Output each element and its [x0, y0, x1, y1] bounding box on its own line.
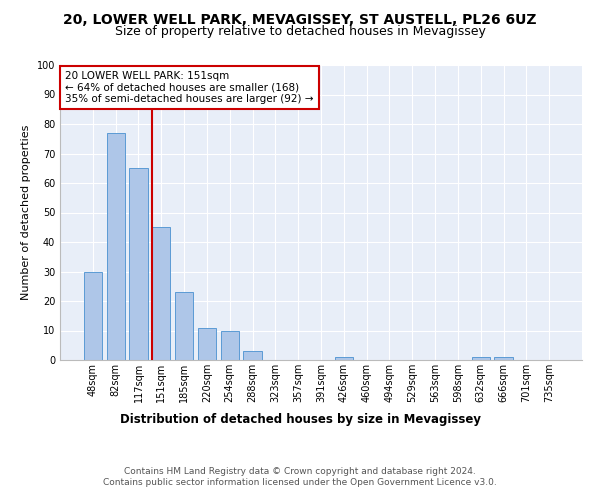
Bar — [84, 272, 102, 360]
Bar — [130, 168, 148, 360]
Bar — [494, 357, 512, 360]
Bar — [198, 328, 216, 360]
Bar — [152, 227, 170, 360]
Bar — [175, 292, 193, 360]
Bar — [335, 357, 353, 360]
Text: 20, LOWER WELL PARK, MEVAGISSEY, ST AUSTELL, PL26 6UZ: 20, LOWER WELL PARK, MEVAGISSEY, ST AUST… — [63, 12, 537, 26]
Text: Distribution of detached houses by size in Mevagissey: Distribution of detached houses by size … — [119, 412, 481, 426]
Bar — [244, 351, 262, 360]
Bar — [107, 133, 125, 360]
Text: Contains HM Land Registry data © Crown copyright and database right 2024.
Contai: Contains HM Land Registry data © Crown c… — [103, 468, 497, 487]
Bar — [221, 330, 239, 360]
Text: 20 LOWER WELL PARK: 151sqm
← 64% of detached houses are smaller (168)
35% of sem: 20 LOWER WELL PARK: 151sqm ← 64% of deta… — [65, 71, 314, 104]
Y-axis label: Number of detached properties: Number of detached properties — [21, 125, 31, 300]
Text: Size of property relative to detached houses in Mevagissey: Size of property relative to detached ho… — [115, 25, 485, 38]
Bar — [472, 357, 490, 360]
